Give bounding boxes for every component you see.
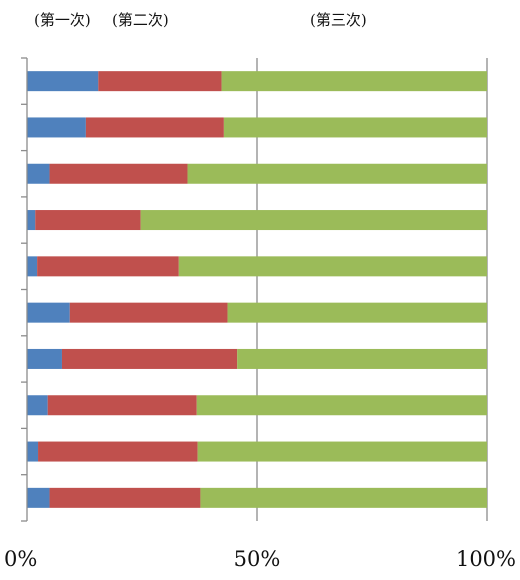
- bar-row5-series3: [178, 256, 488, 277]
- bar-row6-series2: [69, 302, 228, 323]
- bar-row10-series2: [49, 487, 201, 508]
- bar-row3-series3: [187, 163, 488, 184]
- bar-row2-series2: [85, 117, 224, 138]
- bar-row10-series3: [200, 487, 488, 508]
- bar-row4-series3: [140, 210, 487, 231]
- x-tick-label-0: 0%: [4, 547, 37, 571]
- bar-row5-series2: [37, 256, 179, 277]
- bar-row2-series1: [27, 117, 86, 138]
- bar-row1-series2: [98, 71, 222, 92]
- bar-row6-series1: [27, 302, 70, 323]
- bar-row4-series1: [27, 210, 36, 231]
- bar-row7-series3: [237, 348, 487, 369]
- legend-label-third: (第三次): [310, 11, 367, 29]
- legend-label-first: (第一次): [34, 11, 91, 29]
- bar-row1-series1: [27, 71, 99, 92]
- bar-row8-series2: [47, 395, 197, 416]
- bar-row6-series3: [227, 302, 487, 323]
- bar-row3-series1: [27, 163, 50, 184]
- bar-row10-series1: [27, 487, 50, 508]
- bar-row5-series1: [27, 256, 38, 277]
- bar-row1-series3: [221, 71, 487, 92]
- legend-label-second: (第二次): [112, 11, 169, 29]
- bar-row9-series1: [27, 441, 39, 462]
- bar-row8-series3: [196, 395, 488, 416]
- bar-row8-series1: [27, 395, 48, 416]
- bar-row2-series3: [223, 117, 487, 138]
- bar-row7-series1: [27, 348, 62, 369]
- x-tick-label-100: 100%: [456, 547, 516, 571]
- bar-row9-series3: [197, 441, 487, 462]
- bar-row4-series2: [35, 210, 141, 231]
- bar-row7-series2: [61, 348, 238, 369]
- x-tick-label-50: 50%: [234, 547, 281, 571]
- bar-row3-series2: [49, 163, 188, 184]
- bar-row9-series2: [38, 441, 198, 462]
